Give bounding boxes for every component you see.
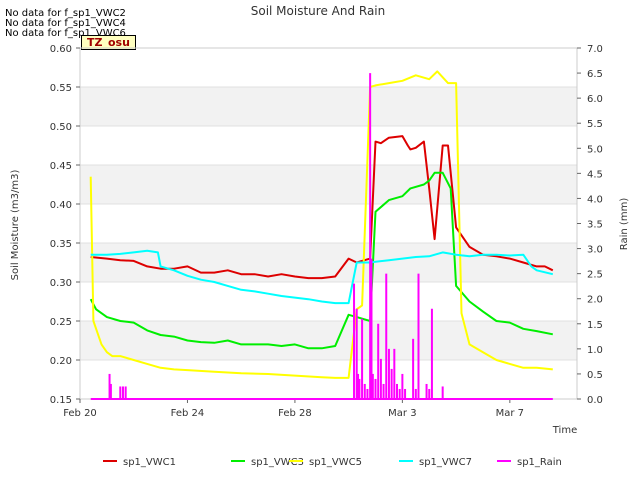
y2-tick-label: 3.0: [587, 245, 603, 256]
y-tick-label: 0.30: [50, 278, 72, 289]
no-data-message-vwc4: No data for f_sp1_VWC4: [5, 18, 126, 29]
y2-tick-label: 5.0: [587, 144, 603, 155]
x-tick-label: Mar 7: [496, 408, 524, 419]
y-axis-label: Soil Moisture (m3/m3): [10, 170, 21, 281]
y2-tick-label: 4.5: [587, 169, 603, 180]
y2-tick-label: 5.5: [587, 119, 603, 130]
legend-label-sp1-vwc3: sp1_VWC3: [251, 457, 304, 468]
y2-tick-label: 6.0: [587, 94, 603, 105]
y2-tick-label: 4.0: [587, 194, 603, 205]
no-data-message-vwc2: No data for f_sp1_VWC2: [5, 8, 126, 19]
grid-band: [80, 165, 577, 204]
y2-tick-label: 7.0: [587, 44, 603, 55]
y2-axis-label: Rain (mm): [619, 198, 630, 251]
y-tick-label: 0.45: [50, 161, 72, 172]
x-tick-label: Feb 24: [171, 408, 205, 419]
y2-tick-label: 2.5: [587, 270, 603, 281]
y2-tick-label: 2.0: [587, 295, 603, 306]
x-axis-label: Time: [552, 425, 577, 436]
legend-label-sp1-vwc5: sp1_VWC5: [309, 457, 362, 468]
no-data-message-vwc6: No data for f_sp1_VWC6: [5, 28, 126, 39]
y2-tick-label: 1.5: [587, 320, 603, 331]
legend-label-sp1-vwc1: sp1_VWC1: [123, 457, 176, 468]
site-badge: TZ_osu: [81, 35, 136, 50]
sp1-vwc3-line: [89, 171, 553, 350]
y2-tick-label: 0.0: [587, 395, 603, 406]
grid-band: [80, 243, 577, 282]
grid-band: [80, 321, 577, 360]
y2-tick-label: 1.0: [587, 345, 603, 356]
y2-tick-label: 0.5: [587, 370, 603, 381]
y-tick-label: 0.25: [50, 317, 72, 328]
y-tick-label: 0.15: [50, 395, 72, 406]
y2-tick-label: 3.5: [587, 220, 603, 231]
grid-band: [80, 87, 577, 126]
chart-title: Soil Moisture And Rain: [251, 4, 386, 18]
legend-label-sp1-vwc7: sp1_VWC7: [419, 457, 472, 468]
y-tick-label: 0.55: [50, 83, 72, 94]
x-tick-label: Feb 28: [278, 408, 312, 419]
y-tick-label: 0.60: [50, 44, 72, 55]
legend-label-sp1-rain: sp1_Rain: [517, 457, 562, 468]
y-tick-label: 0.20: [50, 356, 72, 367]
y-tick-label: 0.40: [50, 200, 72, 211]
y-tick-label: 0.35: [50, 239, 72, 250]
y-tick-label: 0.50: [50, 122, 72, 133]
x-tick-label: Feb 20: [63, 408, 97, 419]
y2-tick-label: 6.5: [587, 69, 603, 80]
x-tick-label: Mar 3: [388, 408, 416, 419]
sp1-vwc7-line: [90, 249, 554, 305]
